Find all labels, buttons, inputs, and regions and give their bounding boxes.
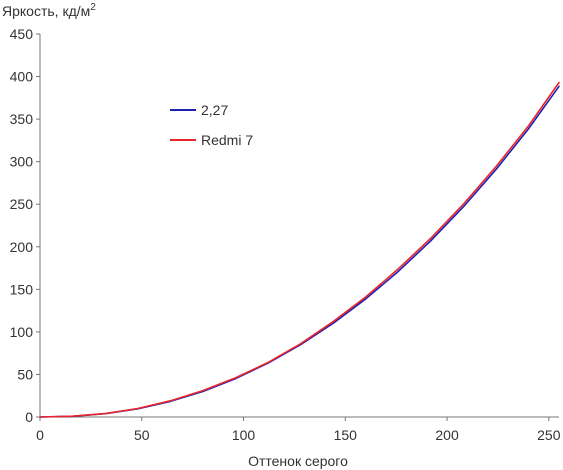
- y-axis-title-text: Яркость, кд/м: [2, 3, 90, 19]
- y-tick-label: 200: [10, 239, 34, 255]
- series-line-1: [39, 81, 560, 418]
- y-tick-label: 150: [10, 281, 34, 297]
- y-tick-label: 0: [25, 409, 33, 425]
- x-tick-label: 200: [435, 427, 459, 443]
- y-tick-label: 100: [10, 324, 34, 340]
- series-line-0: [39, 85, 560, 418]
- y-axis-title-superscript: 2: [90, 2, 96, 13]
- y-tick-label: 400: [10, 69, 34, 85]
- y-tick-label: 300: [10, 154, 34, 170]
- y-tick-label: 450: [10, 26, 34, 42]
- legend: 2,27 Redmi 7: [170, 102, 253, 148]
- plot-lines: [39, 81, 560, 418]
- x-tick-label: 100: [232, 427, 256, 443]
- y-tick-label: 350: [10, 111, 34, 127]
- y-axis-title: Яркость, кд/м2: [2, 2, 96, 19]
- y-tick-label: 250: [10, 196, 34, 212]
- x-tick-label: 50: [134, 427, 150, 443]
- x-tick-label: 150: [334, 427, 358, 443]
- legend-label-1: Redmi 7: [201, 132, 253, 148]
- x-axis-title: Оттенок серого: [248, 453, 348, 469]
- x-tick-label: 250: [537, 427, 561, 443]
- legend-label-0: 2,27: [201, 102, 228, 118]
- x-tick-label: 0: [36, 427, 44, 443]
- y-tick-label: 50: [17, 366, 33, 382]
- axes: 0 50 100 150 200 250 300 350 400 450 0 50 100 150 200 2…: [10, 26, 561, 443]
